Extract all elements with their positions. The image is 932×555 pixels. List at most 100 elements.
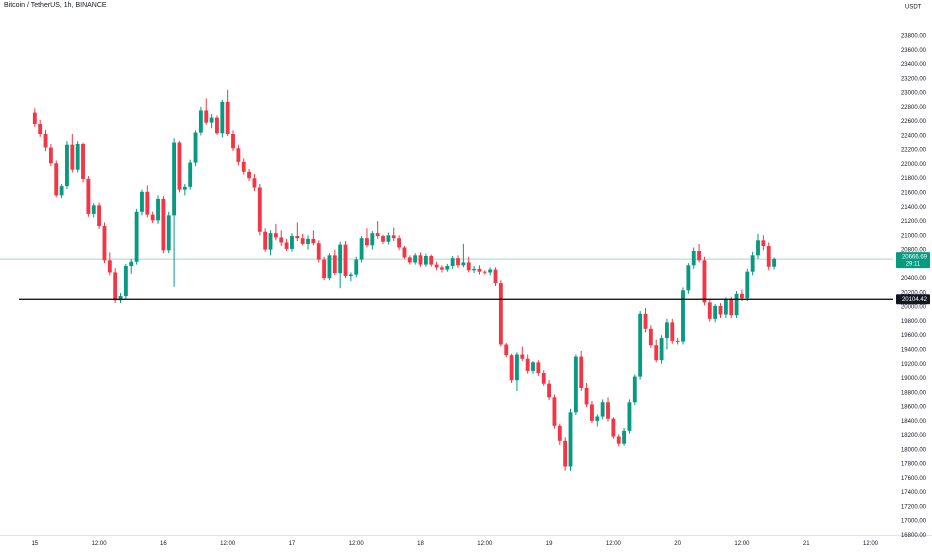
- candle: [257, 183, 262, 236]
- candle: [520, 346, 525, 361]
- candle: [681, 287, 685, 345]
- candle-body: [338, 244, 343, 274]
- candle-body: [397, 238, 402, 248]
- candle-body: [279, 237, 284, 243]
- candles: [32, 89, 777, 471]
- time-axis[interactable]: 15 12:00 16 12:00 17 12:00 18 12:00 19 12:00 20 12:…: [31, 541, 878, 547]
- candle-body: [729, 299, 734, 316]
- candle-body: [525, 358, 530, 371]
- candle-body: [434, 264, 439, 268]
- candle-body: [418, 255, 423, 265]
- candle-body: [204, 110, 209, 123]
- last-price-tag: [896, 252, 930, 269]
- candle: [515, 352, 519, 391]
- candle-body: [193, 132, 198, 163]
- y-tick-label: 17200.00: [901, 504, 927, 510]
- y-tick-label: 21400.00: [901, 205, 927, 211]
- x-tick-label: 12:00: [734, 541, 750, 547]
- candle-body: [295, 236, 300, 239]
- candle: [723, 297, 728, 319]
- candle-body: [477, 268, 482, 272]
- candle-body: [365, 238, 369, 246]
- candle-body: [70, 144, 75, 170]
- candle-body: [316, 243, 321, 260]
- candle-body: [284, 242, 289, 249]
- candle-body: [450, 258, 455, 267]
- candle: [568, 408, 573, 471]
- candle: [75, 141, 80, 173]
- candle: [445, 263, 450, 272]
- last-price-countdown: 29:11: [906, 262, 921, 268]
- candle-body: [145, 191, 150, 215]
- candle: [440, 265, 444, 273]
- candle: [622, 427, 627, 446]
- candle: [241, 158, 246, 175]
- candle-body: [498, 283, 503, 345]
- candle: [536, 360, 541, 376]
- candle-body: [445, 266, 450, 270]
- candle-body: [472, 268, 477, 271]
- y-tick-label: 23600.00: [901, 48, 927, 54]
- candle-body: [691, 251, 696, 266]
- candle-body: [65, 144, 69, 187]
- candle: [766, 242, 771, 271]
- candle: [557, 423, 562, 446]
- candle: [541, 370, 546, 386]
- candle-body: [402, 247, 407, 258]
- candle-body: [75, 143, 80, 170]
- candle-body: [600, 402, 605, 417]
- candle: [59, 183, 64, 199]
- candle: [456, 255, 460, 269]
- candle: [107, 252, 112, 276]
- candle: [745, 268, 750, 301]
- candle-body: [531, 362, 535, 371]
- y-tick-label: 20000.00: [901, 305, 927, 311]
- candle-body: [654, 345, 659, 361]
- candle: [231, 130, 235, 152]
- x-tick-label: 12:00: [92, 541, 108, 547]
- candle: [359, 236, 364, 263]
- candle: [595, 414, 600, 427]
- x-tick-label: 21: [803, 541, 810, 547]
- candle: [423, 253, 428, 267]
- candle-body: [327, 255, 332, 279]
- candle: [750, 251, 755, 276]
- candle-body: [423, 256, 428, 265]
- candle-body: [622, 430, 627, 444]
- candle-body: [665, 322, 669, 339]
- candle: [429, 254, 434, 267]
- candle: [493, 267, 498, 286]
- y-tick-label: 18600.00: [901, 405, 927, 411]
- candle: [772, 257, 777, 270]
- candle: [252, 173, 257, 192]
- candle: [670, 318, 675, 344]
- x-tick-label: 18: [417, 541, 424, 547]
- candle: [616, 434, 621, 447]
- candle-body: [557, 425, 562, 441]
- candle-body: [86, 178, 91, 214]
- candle-body: [188, 162, 193, 187]
- candle: [498, 280, 503, 347]
- candle-body: [563, 440, 568, 467]
- candle: [461, 243, 466, 268]
- candle: [54, 160, 59, 198]
- candle: [584, 383, 589, 408]
- candle: [118, 293, 123, 304]
- candle-body: [257, 187, 262, 232]
- candle-body: [48, 147, 53, 164]
- candle: [236, 144, 241, 166]
- candle: [145, 185, 150, 218]
- candle-body: [43, 134, 48, 148]
- candle-body: [375, 233, 380, 237]
- candle-body: [247, 171, 252, 179]
- y-tick-label: 21200.00: [901, 219, 927, 225]
- candle-body: [488, 269, 493, 273]
- candle-body: [140, 191, 144, 212]
- candle-body: [675, 340, 680, 342]
- y-tick-label: 21600.00: [901, 191, 927, 197]
- y-tick-label: 19000.00: [901, 376, 927, 382]
- candle: [573, 354, 578, 416]
